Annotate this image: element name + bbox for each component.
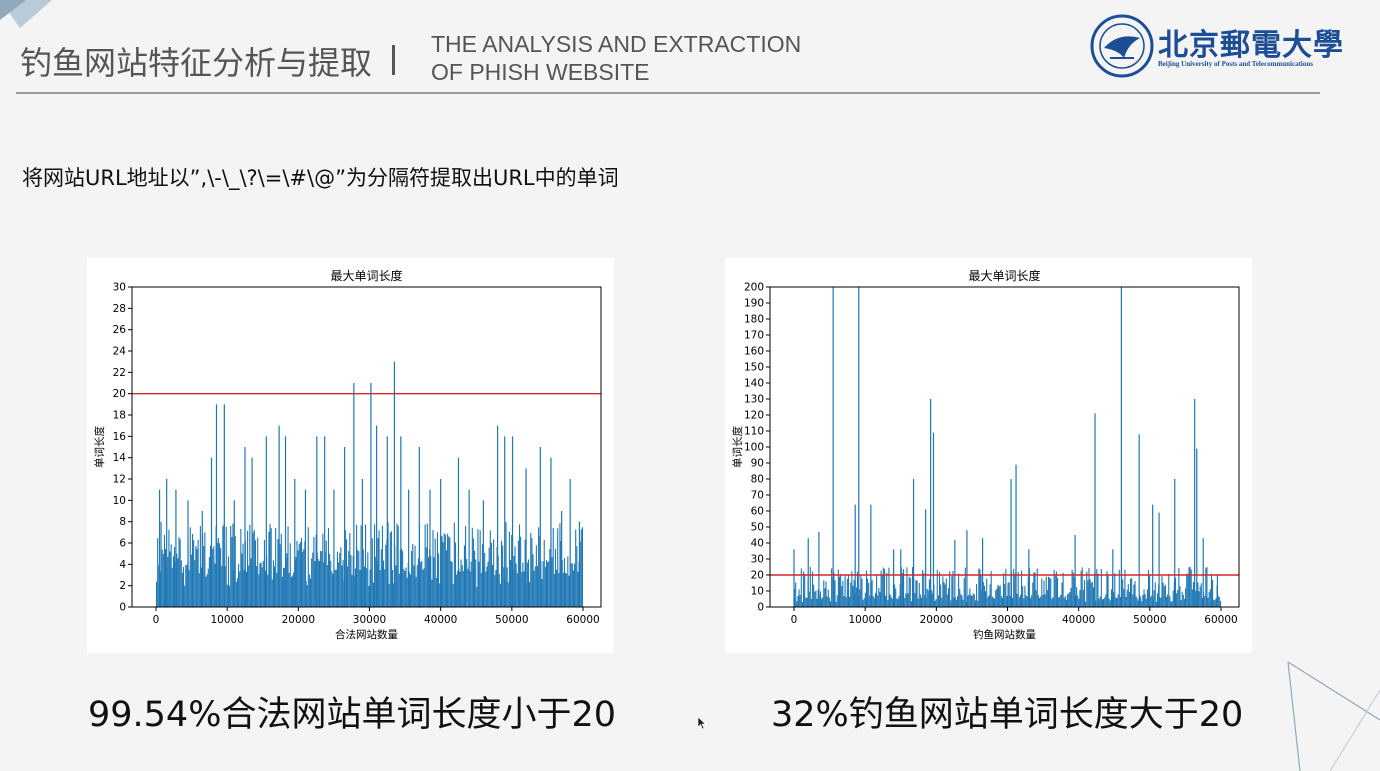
x-tick-label: 60000 <box>1204 614 1237 626</box>
y-tick-label: 26 <box>113 324 127 336</box>
title-en-line1: THE ANALYSIS AND EXTRACTION <box>431 31 802 57</box>
y-tick-label: 22 <box>113 367 126 379</box>
mouse-cursor-icon <box>697 716 707 730</box>
x-tick-label: 0 <box>791 614 798 626</box>
logo-text-cn: 北京郵電大學 <box>1158 28 1344 63</box>
y-tick-label: 20 <box>113 388 126 400</box>
corner-decoration <box>0 0 52 28</box>
plot-frame <box>769 286 1240 608</box>
y-tick-label: 0 <box>757 602 764 614</box>
y-tick-label: 70 <box>751 490 764 502</box>
y-tick-label: 110 <box>744 426 764 438</box>
x-tick-label: 60000 <box>566 614 599 626</box>
x-tick-label: 50000 <box>1133 614 1166 626</box>
chart-title: 最大单词长度 <box>330 268 402 283</box>
phish-word-length-chart: 最大单词长度 0 10 20 30 40 50 60 70 80 90 100 110 120 130 140… <box>731 268 1240 641</box>
x-tick-label: 40000 <box>424 614 457 626</box>
x-tick-label: 30000 <box>353 614 386 626</box>
x-tick-label: 10000 <box>210 614 243 626</box>
y-axis-label: 单词长度 <box>731 426 744 468</box>
description-text: 将网站URL地址以”,\-\_\?\=\#\@”为分隔符提取出URL中的单词 <box>22 166 619 190</box>
x-tick-label: 30000 <box>991 614 1024 626</box>
x-axis-label: 合法网站数量 <box>335 628 398 641</box>
y-tick-label: 10 <box>113 495 126 507</box>
y-tick-label: 150 <box>744 362 764 374</box>
y-tick-label: 10 <box>751 586 764 598</box>
x-tick-label: 0 <box>153 614 160 626</box>
y-tick-label: 8 <box>119 516 126 528</box>
title-en-line2: OF PHISH WEBSITE <box>431 59 650 85</box>
header-divider <box>16 92 1320 94</box>
x-tick-label: 40000 <box>1062 614 1095 626</box>
y-tick-label: 160 <box>744 346 764 358</box>
chart-panel-phish: 最大单词长度 0 10 20 30 40 50 60 70 80 90 100 110 120 130 140… <box>725 258 1252 653</box>
y-tick-label: 80 <box>751 474 764 486</box>
y-tick-label: 14 <box>113 452 127 464</box>
y-tick-label: 12 <box>113 474 126 486</box>
title-divider <box>392 45 395 75</box>
y-tick-label: 30 <box>751 554 764 566</box>
caption-legit: 99.54%合法网站单词长度小于20 <box>88 695 616 735</box>
y-tick-label: 130 <box>744 394 764 406</box>
y-tick-label: 120 <box>744 410 764 422</box>
page-title: 钓鱼网站特征分析与提取 <box>20 44 373 82</box>
y-tick-label: 6 <box>119 538 126 550</box>
y-tick-label: 16 <box>113 431 127 443</box>
bars <box>156 361 583 607</box>
y-tick-label: 40 <box>751 538 764 550</box>
x-tick-label: 20000 <box>920 614 953 626</box>
university-emblem-icon <box>1090 14 1154 78</box>
y-tick-label: 0 <box>119 602 126 614</box>
y-tick-label: 4 <box>119 559 126 571</box>
chart-panel-legit: 最大单词长度 0 2 4 6 8 10 12 14 16 18 20 22 24 26 28 30 0 10000 2… <box>87 258 614 653</box>
university-logo: 北京郵電大學 Beijing University of Posts and T… <box>1090 14 1343 78</box>
x-tick-label: 50000 <box>495 614 528 626</box>
y-tick-label: 50 <box>751 522 764 534</box>
x-axis-label: 钓鱼网站数量 <box>973 628 1036 641</box>
y-tick-label: 100 <box>744 442 764 454</box>
y-tick-label: 140 <box>744 378 764 390</box>
x-tick-label: 20000 <box>282 614 315 626</box>
x-tick-label: 10000 <box>848 614 881 626</box>
y-axis-label: 单词长度 <box>93 426 106 468</box>
y-tick-label: 20 <box>751 570 764 582</box>
y-tick-label: 170 <box>744 330 764 342</box>
y-tick-label: 28 <box>113 303 126 315</box>
plot-frame <box>131 286 602 608</box>
logo-text-en: Beijing University of Posts and Telecomm… <box>1158 60 1313 68</box>
y-tick-label: 190 <box>744 298 764 310</box>
y-tick-label: 24 <box>113 346 127 358</box>
caption-phish: 32%钓鱼网站单词长度大于20 <box>771 695 1244 735</box>
y-tick-label: 180 <box>744 314 764 326</box>
chart-title: 最大单词长度 <box>968 268 1040 283</box>
y-tick-label: 30 <box>113 282 126 294</box>
bars <box>793 287 1221 607</box>
page-title-english: THE ANALYSIS AND EXTRACTION OF PHISH WEB… <box>431 30 801 86</box>
corner-line-decoration <box>1287 661 1380 771</box>
y-tick-label: 200 <box>744 282 764 294</box>
y-tick-label: 18 <box>113 410 126 422</box>
y-tick-label: 90 <box>751 458 764 470</box>
y-tick-label: 2 <box>119 580 126 592</box>
y-tick-label: 60 <box>751 506 764 518</box>
